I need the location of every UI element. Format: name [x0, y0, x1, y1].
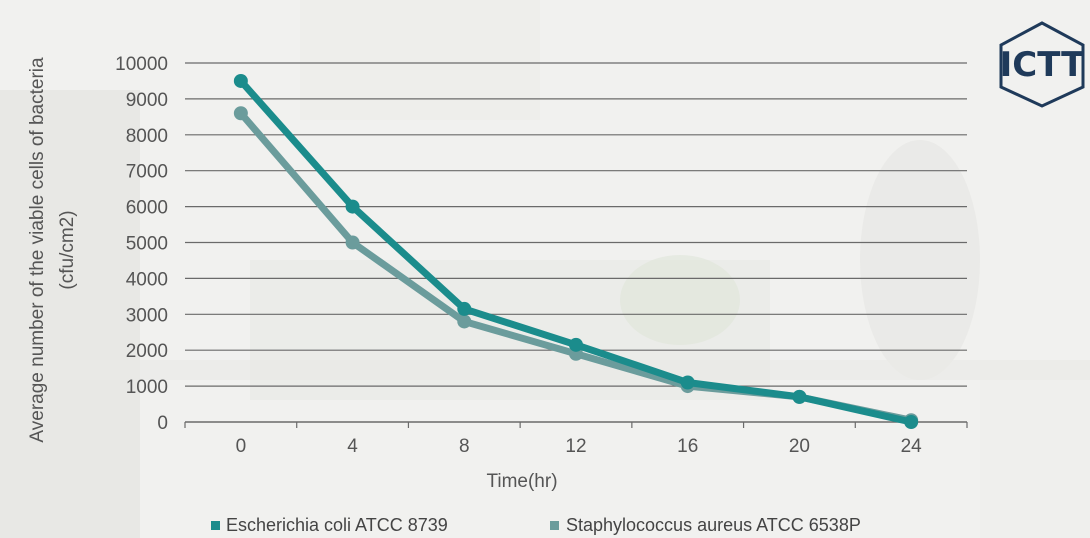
data-point-saureus [345, 235, 360, 250]
y-tick-label: 9000 [126, 90, 168, 111]
y-tick-label: 4000 [126, 269, 168, 290]
y-tick-label: 8000 [126, 126, 168, 147]
series-lines [233, 73, 919, 429]
x-tick-labels: 0 4 8 12 16 20 24 [236, 436, 923, 457]
y-tick-label: 1000 [126, 377, 168, 398]
legend-item-saureus: Staphylococcus aureus ATCC 6538P [550, 515, 861, 535]
data-point-ecoli [792, 389, 807, 404]
y-tick-labels: 0 1000 2000 3000 4000 5000 6000 7000 8000 9000 100… [115, 54, 168, 434]
data-point-ecoli [345, 199, 360, 214]
y-axis-title: Average number of the viable cells of ba… [27, 57, 78, 443]
x-tick-label: 12 [565, 436, 586, 457]
y-tick-label: 0 [157, 413, 168, 434]
x-tick-label: 16 [677, 436, 698, 457]
x-axis-title: Time(hr) [486, 471, 557, 492]
y-tick-label: 7000 [126, 162, 168, 183]
x-tick-label: 0 [236, 436, 247, 457]
x-tick-label: 24 [901, 436, 923, 457]
legend-item-ecoli: Escherichia coli ATCC 8739 [211, 515, 448, 535]
legend-swatch-saureus [550, 521, 559, 530]
x-tick-label: 20 [789, 436, 810, 457]
gridlines [185, 62, 967, 387]
legend-label-ecoli: Escherichia coli ATCC 8739 [226, 515, 448, 535]
legend: Escherichia coli ATCC 8739 Staphylococcu… [211, 515, 861, 535]
data-point-ecoli [457, 301, 472, 316]
y-axis-title-line-1: Average number of the viable cells of ba… [27, 57, 48, 443]
logo-text: ICTT [1000, 45, 1086, 85]
x-tick-label: 8 [459, 436, 470, 457]
y-tick-label: 5000 [126, 234, 168, 255]
ictt-logo: ICTT [999, 21, 1086, 108]
y-axis-title-line-2: (cfu/cm2) [57, 210, 78, 289]
x-axis [184, 421, 968, 428]
series-line-saureus [237, 109, 915, 424]
series-line-ecoli [237, 77, 915, 426]
data-point-ecoli [904, 415, 919, 429]
data-point-ecoli [680, 375, 695, 390]
x-tick-label: 4 [347, 436, 358, 457]
data-point-ecoli [569, 337, 583, 352]
y-tick-label: 2000 [126, 341, 168, 362]
legend-label-saureus: Staphylococcus aureus ATCC 6538P [566, 515, 861, 535]
y-tick-label: 3000 [126, 305, 168, 326]
data-point-saureus [233, 106, 248, 121]
y-tick-label: 10000 [115, 54, 168, 75]
legend-swatch-ecoli [211, 521, 220, 530]
data-point-ecoli [233, 73, 248, 88]
data-point-saureus [457, 314, 472, 329]
y-tick-label: 6000 [126, 198, 168, 219]
